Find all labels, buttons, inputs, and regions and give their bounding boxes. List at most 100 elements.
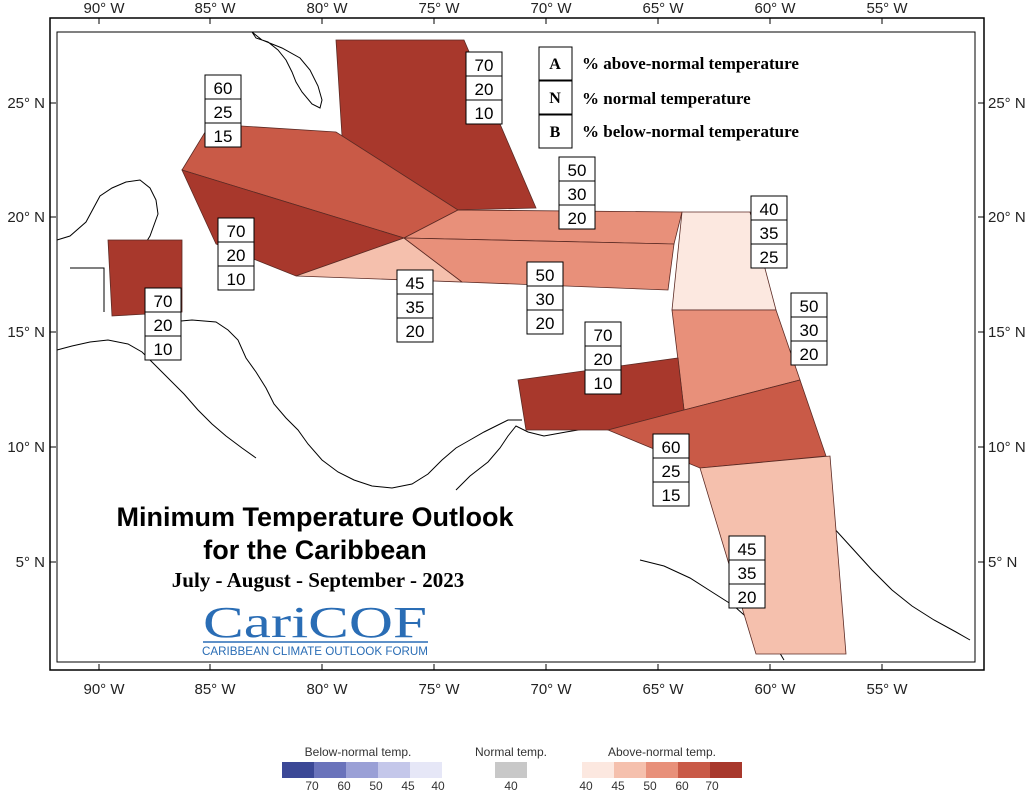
prob-box-hispaniola-north[interactable]: 50 30 20 bbox=[558, 156, 596, 230]
key-tick: 45 bbox=[611, 779, 625, 791]
prob-above: 70 bbox=[154, 292, 173, 311]
prob-below: 10 bbox=[475, 104, 494, 123]
key-tick: 60 bbox=[337, 779, 351, 791]
key-tick: 45 bbox=[401, 779, 415, 791]
map-subtitle: July - August - September - 2023 bbox=[172, 568, 464, 592]
lat-label-left: 20° N bbox=[7, 209, 45, 226]
prob-above: 45 bbox=[738, 540, 757, 559]
lon-label-bottom: 70° W bbox=[530, 681, 572, 698]
lon-label-top: 55° W bbox=[866, 0, 908, 17]
key-swatch-below-45 bbox=[378, 762, 410, 778]
prob-box-hispaniola-south[interactable]: 50 30 20 bbox=[526, 261, 564, 335]
prob-normal: 30 bbox=[800, 321, 819, 340]
lat-label-right: 25° N bbox=[988, 95, 1026, 112]
prob-above: 70 bbox=[227, 222, 246, 241]
prob-below: 15 bbox=[214, 127, 233, 146]
prob-below: 10 bbox=[227, 270, 246, 289]
legend-letter-a: A bbox=[549, 56, 561, 73]
prob-normal: 35 bbox=[406, 298, 425, 317]
prob-normal: 25 bbox=[214, 103, 233, 122]
prob-below: 10 bbox=[154, 340, 173, 359]
prob-above: 60 bbox=[662, 438, 681, 457]
prob-normal: 25 bbox=[662, 462, 681, 481]
prob-normal: 30 bbox=[536, 290, 555, 309]
prob-above: 45 bbox=[406, 274, 425, 293]
prob-normal: 30 bbox=[568, 185, 587, 204]
map-title-line2: for the Caribbean bbox=[203, 535, 427, 565]
legend-letter-n: N bbox=[549, 90, 561, 107]
lat-label-left: 25° N bbox=[7, 95, 45, 112]
lon-label-bottom: 80° W bbox=[306, 681, 348, 698]
key-swatch-below-40 bbox=[410, 762, 442, 778]
prob-above: 70 bbox=[594, 326, 613, 345]
prob-box-cuba-west[interactable]: 60 25 15 bbox=[204, 74, 242, 148]
key-swatch-above-70 bbox=[710, 762, 742, 778]
legend-text-below: % below-normal temperature bbox=[582, 122, 799, 141]
map-title-line1: Minimum Temperature Outlook bbox=[116, 502, 514, 532]
lon-label-bottom: 65° W bbox=[642, 681, 684, 698]
key-tick: 60 bbox=[675, 779, 689, 791]
map-legend: A N B % above-normal temperature % norma… bbox=[538, 46, 799, 149]
lat-label-right: 15° N bbox=[988, 324, 1026, 341]
key-above-title: Above-normal temp. bbox=[608, 745, 716, 759]
prob-above: 50 bbox=[536, 266, 555, 285]
lon-label-top: 70° W bbox=[530, 0, 572, 17]
prob-above: 70 bbox=[475, 56, 494, 75]
prob-below: 15 bbox=[662, 486, 681, 505]
lat-label-right: 5° N bbox=[988, 554, 1017, 571]
prob-box-trinidad[interactable]: 60 25 15 bbox=[652, 433, 690, 507]
lat-label-left: 15° N bbox=[7, 324, 45, 341]
legend-text-above: % above-normal temperature bbox=[582, 54, 799, 73]
legend-letter-b: B bbox=[550, 124, 561, 141]
key-swatch-above-60 bbox=[678, 762, 710, 778]
axis-ticks bbox=[50, 18, 984, 670]
prob-normal: 20 bbox=[594, 350, 613, 369]
key-tick: 70 bbox=[305, 779, 319, 791]
lon-label-bottom: 85° W bbox=[194, 681, 236, 698]
lon-label-bottom: 90° W bbox=[83, 681, 125, 698]
prob-above: 50 bbox=[800, 297, 819, 316]
prob-normal: 35 bbox=[760, 224, 779, 243]
prob-below: 20 bbox=[406, 322, 425, 341]
prob-below: 20 bbox=[738, 588, 757, 607]
lon-label-top: 75° W bbox=[418, 0, 460, 17]
prob-box-leeward-islands[interactable]: 40 35 25 bbox=[750, 195, 788, 269]
key-tick: 50 bbox=[369, 779, 383, 791]
prob-box-bahamas[interactable]: 70 20 10 bbox=[465, 51, 503, 125]
key-tick: 40 bbox=[504, 779, 518, 791]
key-swatch-above-40 bbox=[582, 762, 614, 778]
prob-box-guianas[interactable]: 45 35 20 bbox=[728, 535, 766, 609]
key-normal-title: Normal temp. bbox=[475, 745, 547, 759]
logo-wordmark: CariCOF bbox=[203, 598, 427, 647]
prob-above: 50 bbox=[568, 161, 587, 180]
logo-tagline: CARIBBEAN CLIMATE OUTLOOK FORUM bbox=[202, 646, 428, 658]
key-tick: 50 bbox=[643, 779, 657, 791]
lon-label-top: 80° W bbox=[306, 0, 348, 17]
lat-label-left: 5° N bbox=[16, 554, 45, 571]
key-swatch-below-50 bbox=[346, 762, 378, 778]
prob-normal: 20 bbox=[154, 316, 173, 335]
key-tick: 40 bbox=[431, 779, 445, 791]
caricof-logo: CariCOF CARIBBEAN CLIMATE OUTLOOK FORUM bbox=[202, 598, 428, 658]
lon-label-top: 60° W bbox=[754, 0, 796, 17]
lat-label-right: 10° N bbox=[988, 439, 1026, 456]
prob-normal: 35 bbox=[738, 564, 757, 583]
lon-label-top: 85° W bbox=[194, 0, 236, 17]
prob-box-abc-islands[interactable]: 70 20 10 bbox=[584, 321, 622, 395]
prob-normal: 20 bbox=[475, 80, 494, 99]
lon-label-bottom: 75° W bbox=[418, 681, 460, 698]
prob-box-jamaica[interactable]: 45 35 20 bbox=[396, 269, 434, 343]
key-swatch-normal-40 bbox=[495, 762, 527, 778]
key-swatch-below-70 bbox=[282, 762, 314, 778]
lat-label-right: 20° N bbox=[988, 209, 1026, 226]
prob-box-cuba-south[interactable]: 70 20 10 bbox=[217, 217, 255, 291]
key-swatch-below-60 bbox=[314, 762, 346, 778]
prob-below: 20 bbox=[800, 345, 819, 364]
lon-label-bottom: 60° W bbox=[754, 681, 796, 698]
prob-above: 60 bbox=[214, 79, 233, 98]
lon-label-top: 65° W bbox=[642, 0, 684, 17]
prob-box-windward-islands[interactable]: 50 30 20 bbox=[790, 292, 828, 366]
key-swatch-above-45 bbox=[614, 762, 646, 778]
key-tick: 70 bbox=[705, 779, 719, 791]
prob-box-belize[interactable]: 70 20 10 bbox=[144, 287, 182, 361]
